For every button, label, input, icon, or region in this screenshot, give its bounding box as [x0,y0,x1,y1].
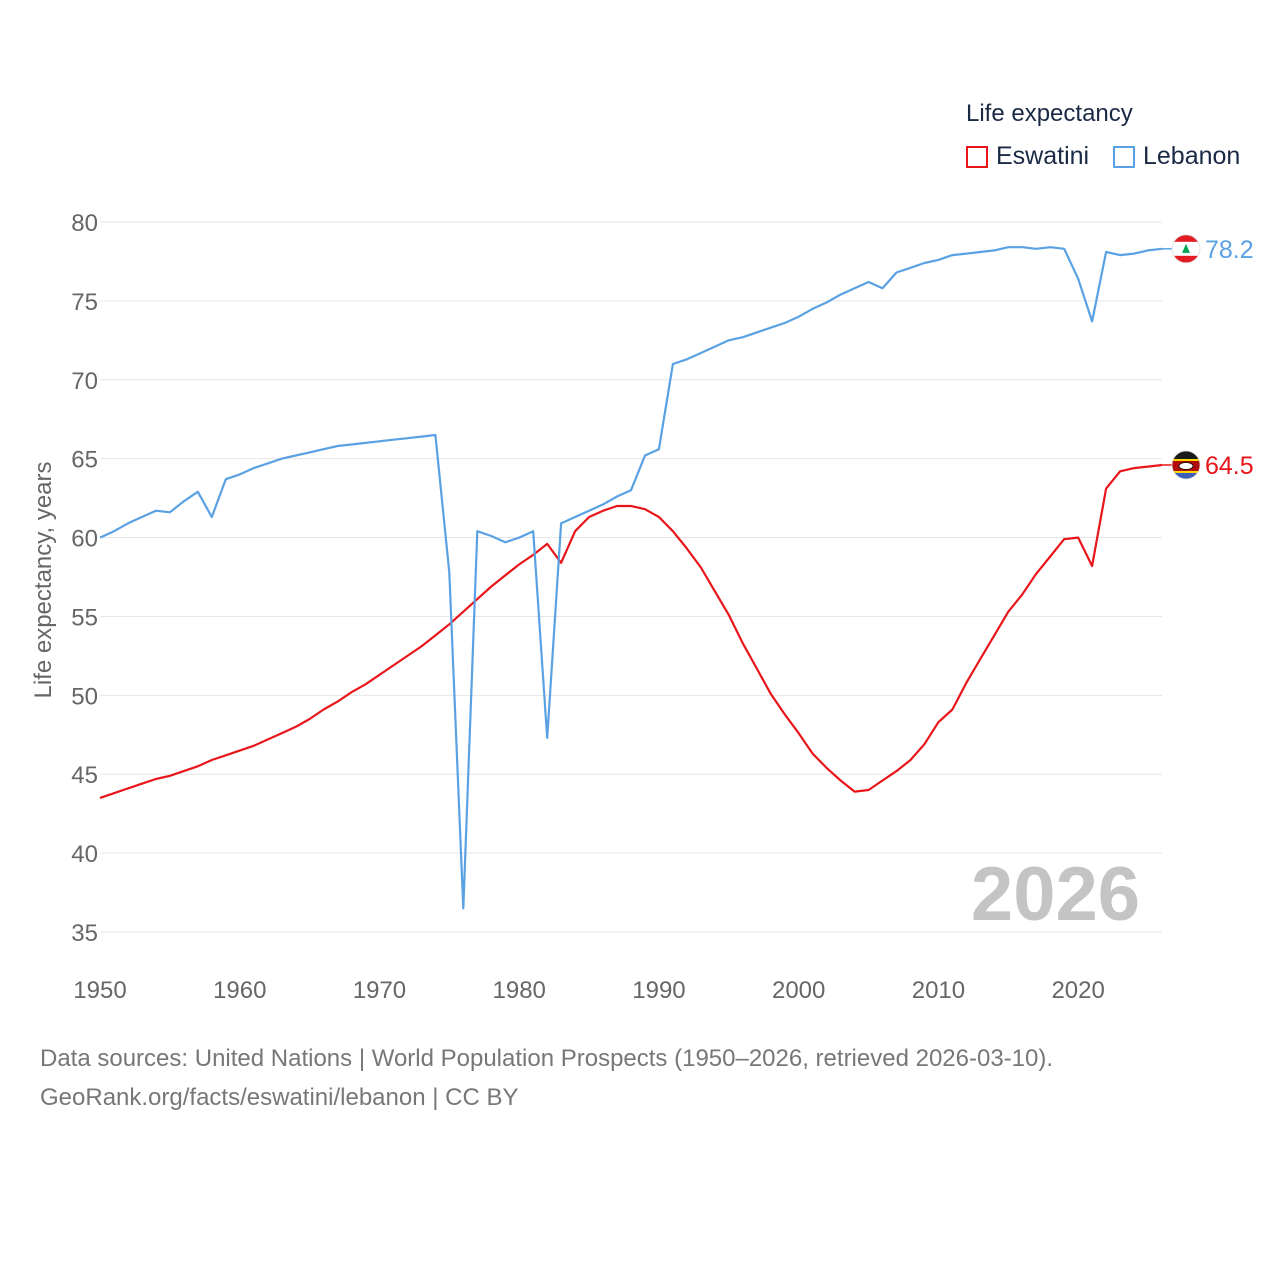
legend-title: Life expectancy [966,100,1133,127]
lebanon-flag-icon [1171,234,1201,264]
y-tick-label: 80 [71,210,98,237]
series-line-eswatini[interactable] [99,463,1163,799]
y-tick-label: 70 [71,368,98,395]
x-tick-label: 1970 [353,977,406,1004]
legend-item-lebanon[interactable]: Lebanon [1113,142,1240,171]
end-markers: 64.5 78.2 [1162,234,1254,480]
y-axis-label: Life expectancy, years [30,461,57,698]
x-tick-label: 2000 [772,977,825,1004]
x-tick-label: 2020 [1051,977,1104,1004]
x-tick-label: 1990 [632,977,685,1004]
x-tick-label: 1950 [73,977,126,1004]
gridlines [100,221,1162,933]
y-tick-label: 50 [71,683,98,710]
x-axis: 1950 1960 1970 1980 1990 2000 2010 2020 [73,977,1105,1004]
y-axis: 35 40 45 50 55 60 65 70 75 80 [71,210,98,947]
end-value-label-eswatini: 64.5 [1205,452,1254,480]
y-tick-label: 60 [71,526,98,553]
x-tick-label: 1960 [213,977,266,1004]
legend-swatch-eswatini [966,145,988,168]
series-lines [99,246,1163,910]
series-line-lebanon[interactable] [99,246,1163,910]
legend-item-eswatini[interactable]: Eswatini [966,142,1089,171]
eswatini-flag-icon [1171,450,1201,480]
y-tick-label: 65 [71,447,98,474]
legend-label-eswatini: Eswatini [996,142,1090,170]
y-tick-label: 55 [71,604,98,631]
footer-attribution[interactable]: GeoRank.org/facts/eswatini/lebanon | CC … [40,1084,519,1111]
footer-sources: Data sources: United Nations | World Pop… [40,1045,1054,1072]
legend-label-lebanon: Lebanon [1143,142,1241,170]
y-tick-label: 40 [71,841,98,868]
end-value-label-lebanon: 78.2 [1205,236,1254,264]
legend-swatch-lebanon [1113,145,1135,168]
y-tick-label: 35 [71,920,98,947]
y-tick-label: 75 [71,289,98,316]
x-tick-label: 2010 [912,977,965,1004]
y-tick-label: 45 [71,762,98,789]
x-tick-label: 1980 [493,977,546,1004]
year-watermark: 2026 [971,852,1140,937]
